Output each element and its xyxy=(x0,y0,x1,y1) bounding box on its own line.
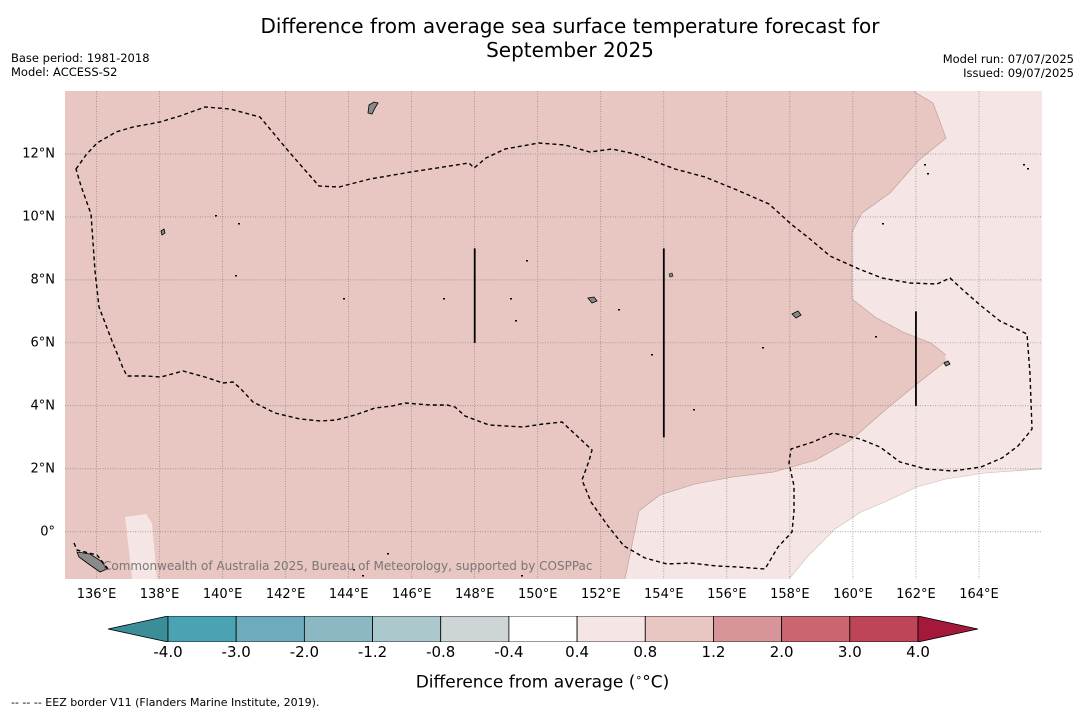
base-period-text: Base period: 1981-2018 xyxy=(11,51,150,65)
boundary-segments xyxy=(473,248,917,438)
island-west xyxy=(76,551,108,573)
colorbar-title: Difference from average (∘°C) xyxy=(0,671,1085,693)
longitude-label: 140°E xyxy=(202,587,243,602)
watermark: Commonwealth of Australia 2025, Bureau o… xyxy=(103,559,593,573)
latitude-label: 2°N xyxy=(30,461,56,477)
footnote: -- -- -- EEZ border V11 (Flanders Marine… xyxy=(11,696,320,709)
longitude-label: 148°E xyxy=(454,587,495,602)
degree-sign: ∘ xyxy=(635,671,643,684)
colorbar-box xyxy=(644,616,714,642)
colorbar-box xyxy=(849,616,919,642)
latitude-label: 4°N xyxy=(30,398,56,414)
colorbar-tick-label: -2.0 xyxy=(289,643,319,661)
graticule xyxy=(65,91,1042,579)
issued-text: Issued: 09/07/2025 xyxy=(963,66,1074,80)
neutral-edge-line xyxy=(788,468,1042,579)
longitude-label: 136°E xyxy=(76,587,117,602)
latitude-label: 10°N xyxy=(22,209,55,225)
colorbar-arrow-right xyxy=(917,616,978,642)
longitude-label: 150°E xyxy=(517,587,558,602)
colorbar-arrow-left xyxy=(108,616,169,642)
colorbar-tick-label: 1.2 xyxy=(701,643,726,661)
colorbar-box xyxy=(440,616,510,642)
band-edge-line xyxy=(624,91,947,579)
title-line-2: September 2025 xyxy=(486,38,654,62)
colorbar-box xyxy=(781,616,851,642)
map-title: Difference from average sea surface temp… xyxy=(0,14,1085,62)
anomaly-band-0.4-0.8-west xyxy=(125,514,157,579)
longitude-label: 160°E xyxy=(833,587,873,602)
eez-border-sw xyxy=(73,542,109,570)
atoll-dots xyxy=(215,164,1029,577)
colorbar-title-unit: °C xyxy=(642,672,663,693)
island xyxy=(587,296,598,304)
colorbar-title-text: Difference from average ( xyxy=(415,672,636,693)
island xyxy=(791,310,802,319)
island xyxy=(160,228,166,236)
longitude-label: 158°E xyxy=(770,587,810,602)
latitude-label: 12°N xyxy=(22,146,55,162)
longitude-label: 144°E xyxy=(328,587,369,602)
colorbar-tick-label: -4.0 xyxy=(153,643,183,661)
colorbar-box xyxy=(576,616,646,642)
longitude-label: 146°E xyxy=(391,587,432,602)
colorbar-box xyxy=(235,616,305,642)
colorbar-tick-label: -0.4 xyxy=(494,643,524,661)
island xyxy=(367,101,379,115)
colorbar-box xyxy=(508,616,578,642)
island xyxy=(943,360,951,367)
longitude-label: 142°E xyxy=(265,587,306,602)
colorbar-box xyxy=(303,616,373,642)
colorbar-tick-label: 0.4 xyxy=(565,643,590,661)
meta-left: Base period: 1981-2018 Model: ACCESS-S2 xyxy=(11,51,150,79)
longitude-label: 162°E xyxy=(896,587,936,602)
map-panel: Commonwealth of Australia 2025, Bureau o… xyxy=(65,91,1042,579)
colorbar-tick-label: 4.0 xyxy=(906,643,930,661)
longitude-label: 152°E xyxy=(581,587,621,602)
eez-border-main xyxy=(75,106,1033,570)
model-text: Model: ACCESS-S2 xyxy=(11,65,118,79)
longitude-label: 156°E xyxy=(707,587,747,602)
colorbar-tick-label: -0.8 xyxy=(426,643,456,661)
colorbar-title-close: ) xyxy=(662,672,670,693)
longitude-label: 154°E xyxy=(644,587,684,602)
colorbar-tick-label: 2.0 xyxy=(769,643,794,661)
model-run-text: Model run: 07/07/2025 xyxy=(942,52,1074,66)
island xyxy=(668,272,674,278)
colorbar xyxy=(108,616,978,642)
anomaly-band-0.4-0.8-east xyxy=(625,91,1042,579)
colorbar-tick-label: 3.0 xyxy=(837,643,862,661)
title-line-1: Difference from average sea surface temp… xyxy=(260,14,880,38)
latitude-label: 6°N xyxy=(30,335,56,351)
colorbar-box xyxy=(372,616,442,642)
meta-right: Model run: 07/07/2025 Issued: 09/07/2025 xyxy=(943,52,1074,80)
colorbar-tick-label: -3.0 xyxy=(221,643,251,661)
latitude-label: 0° xyxy=(40,524,55,540)
longitude-label: 138°E xyxy=(139,587,180,602)
colorbar-box xyxy=(713,616,783,642)
longitude-label: 164°E xyxy=(959,587,999,602)
colorbar-tick-label: 0.8 xyxy=(633,643,658,661)
colorbar-box xyxy=(167,616,237,642)
latitude-label: 8°N xyxy=(30,272,56,288)
colorbar-tick-label: -1.2 xyxy=(357,643,388,661)
